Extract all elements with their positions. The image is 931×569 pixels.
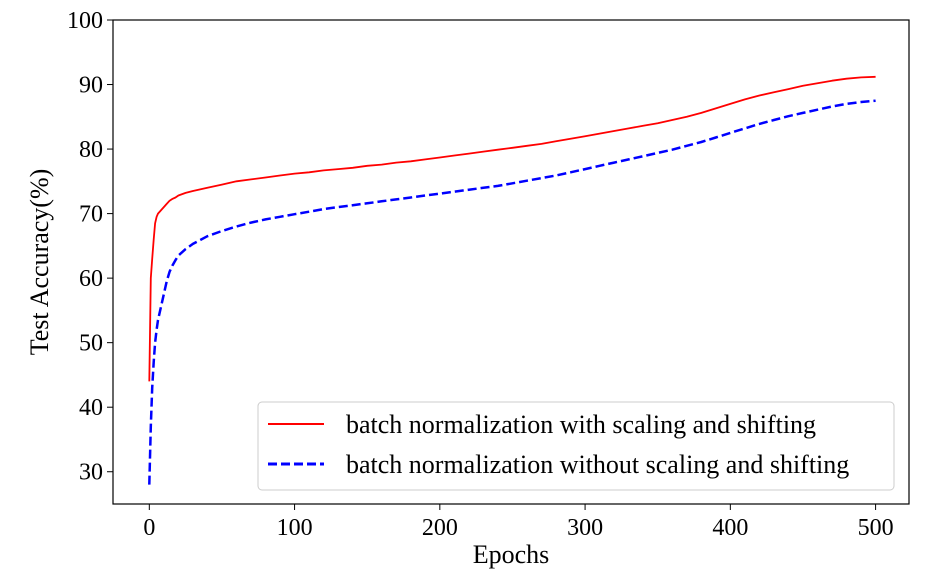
legend: batch normalization with scaling and shi… — [257, 401, 895, 491]
y-tick-label: 90 — [79, 73, 103, 99]
y-tick-label: 60 — [79, 266, 103, 292]
y-tick-label: 70 — [79, 202, 103, 228]
y-tick-label: 80 — [79, 137, 103, 163]
y-tick-label: 100 — [67, 8, 103, 34]
x-tick-label: 300 — [567, 515, 603, 541]
y-tick-label: 30 — [79, 460, 103, 486]
y-tick-label: 40 — [79, 395, 103, 421]
legend-label-with-scaling: batch normalization with scaling and shi… — [346, 410, 816, 439]
x-tick-label: 100 — [277, 515, 313, 541]
plot-frame — [112, 19, 910, 505]
legend-box — [257, 401, 895, 491]
ticks-layer: 0 100 200 300 400 500 30 40 50 60 70 80 90 100 — [67, 8, 894, 541]
series-layer — [148, 75, 876, 485]
y-tick-label: 50 — [79, 331, 103, 357]
x-tick-label: 200 — [422, 515, 458, 541]
x-tick-label: 0 — [143, 515, 155, 541]
y-axis-label: Test Accuracy(%) — [25, 169, 54, 356]
series-line-without-scaling — [148, 99, 876, 485]
x-tick-label: 500 — [858, 515, 894, 541]
x-axis-label: Epochs — [473, 540, 550, 569]
x-tick-label: 400 — [712, 515, 748, 541]
legend-label-without-scaling: batch normalization without scaling and … — [346, 450, 849, 479]
series-line-with-scaling — [148, 75, 876, 382]
